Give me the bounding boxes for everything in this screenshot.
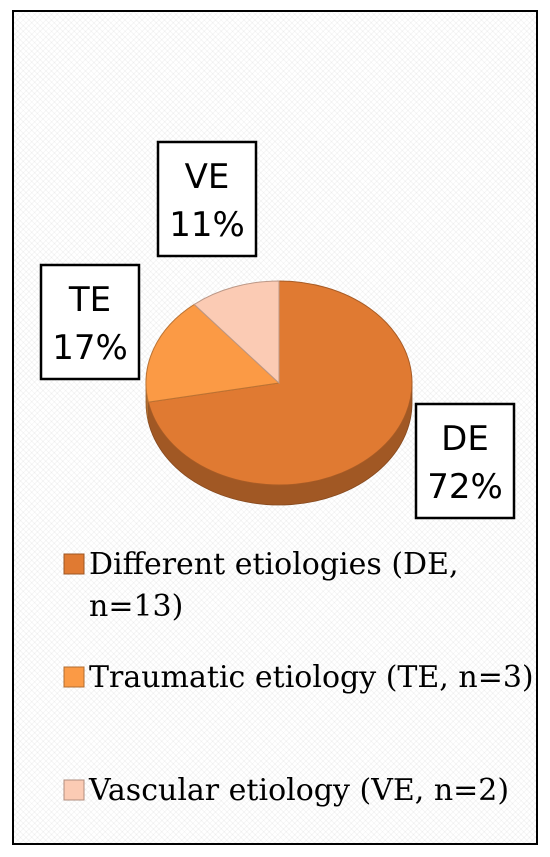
- callout-category-label: TE: [68, 280, 111, 320]
- legend-swatch: [63, 553, 85, 575]
- callout-box: [156, 140, 258, 258]
- callout-box: [414, 402, 516, 520]
- callout-category-label: VE: [185, 157, 230, 197]
- legend-entry: Vascular etiology (VE, n=2): [63, 773, 509, 808]
- legend-swatch: [63, 666, 85, 688]
- callout-category-label: DE: [441, 419, 489, 459]
- callout-box: [39, 263, 141, 381]
- legend-entry: Different etiologies (DE, n=13): [63, 547, 459, 624]
- pie-slice-de: [147, 280, 413, 486]
- legend-label: Traumatic etiology (TE, n=3): [89, 660, 534, 695]
- callout-ve: VE 11%: [156, 140, 258, 258]
- callout-percent-label: 72%: [427, 467, 503, 507]
- callout-de: DE 72%: [414, 402, 516, 520]
- legend: Different etiologies (DE, n=13) Traumatic …: [63, 547, 534, 808]
- legend-label: n=13): [89, 589, 183, 624]
- callout-percent-label: 11%: [169, 205, 245, 245]
- slice-callouts: DE 72% TE 17% VE 11%: [39, 140, 516, 520]
- legend-label: Different etiologies (DE,: [89, 547, 459, 582]
- callout-percent-label: 17%: [52, 328, 128, 368]
- pie-slice-te: [145, 303, 281, 403]
- legend-label: Vascular etiology (VE, n=2): [88, 773, 509, 808]
- pie-slice-ve: [193, 280, 280, 385]
- callout-te: TE 17%: [39, 263, 141, 381]
- pie-slices: [145, 280, 413, 486]
- legend-swatch: [63, 779, 85, 801]
- legend-entry: Traumatic etiology (TE, n=3): [63, 660, 534, 695]
